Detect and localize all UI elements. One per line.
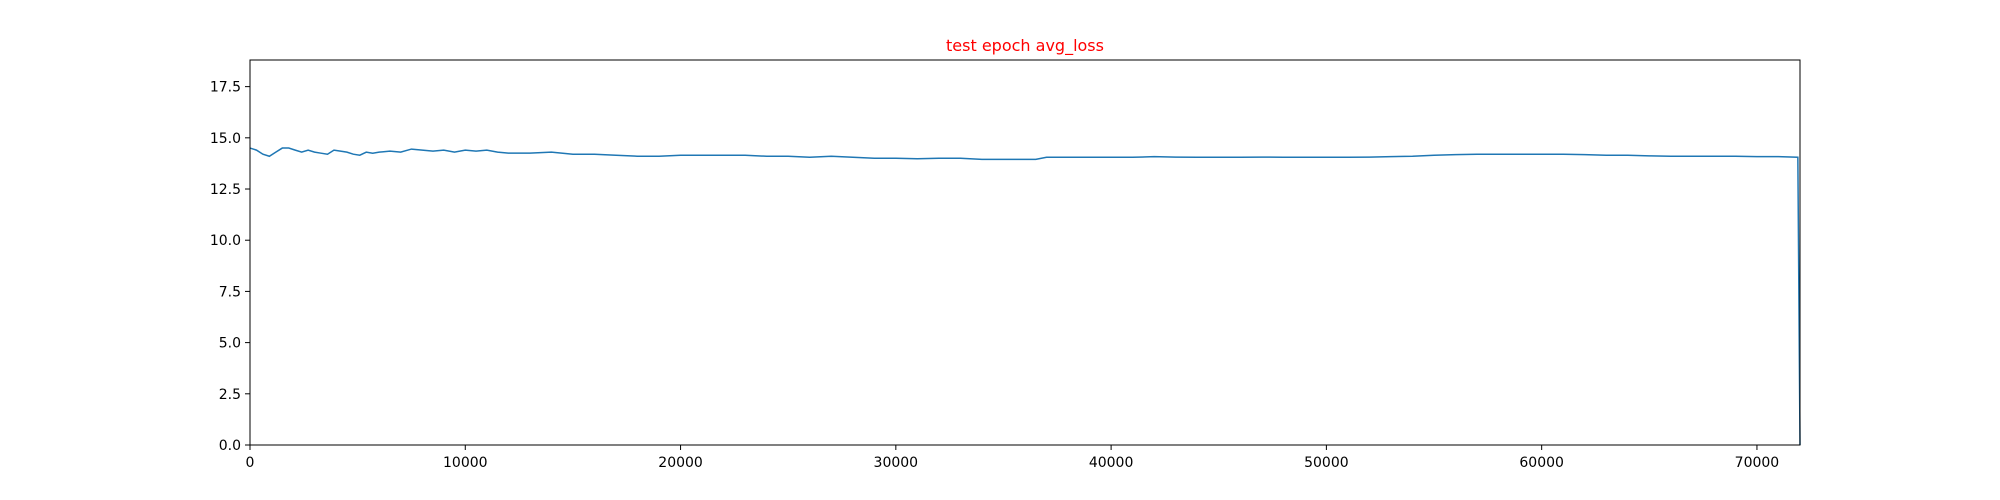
y-tick-label: 17.5 — [210, 80, 241, 96]
y-tick-label: 7.5 — [219, 284, 241, 300]
y-tick-label: 12.5 — [210, 182, 241, 198]
x-axis: 0 10000 20000 30000 40000 50000 60000 70000 — [246, 445, 1780, 471]
y-tick-label: 0.0 — [219, 438, 241, 454]
x-tick-label: 60000 — [1519, 455, 1564, 471]
series-line — [249, 147, 1801, 446]
x-tick-label: 50000 — [1304, 455, 1349, 471]
y-tick-label: 10.0 — [210, 233, 241, 249]
y-tick-label: 15.0 — [210, 131, 241, 147]
x-tick-label: 0 — [246, 455, 255, 471]
x-tick-label: 40000 — [1089, 455, 1134, 471]
y-tick-label: 2.5 — [219, 387, 241, 403]
plot-frame — [249, 59, 1801, 446]
x-tick-label: 10000 — [443, 455, 488, 471]
x-tick-label: 30000 — [874, 455, 919, 471]
chart-title: test epoch avg_loss — [946, 36, 1104, 56]
x-tick-label: 70000 — [1735, 455, 1780, 471]
x-tick-label: 20000 — [658, 455, 703, 471]
y-tick-label: 5.0 — [219, 336, 241, 352]
y-axis: 0.0 2.5 5.0 7.5 10.0 12.5 15.0 17.5 — [210, 80, 250, 454]
